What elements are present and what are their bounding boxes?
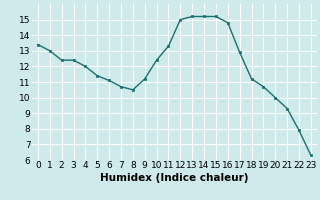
X-axis label: Humidex (Indice chaleur): Humidex (Indice chaleur) (100, 173, 249, 183)
